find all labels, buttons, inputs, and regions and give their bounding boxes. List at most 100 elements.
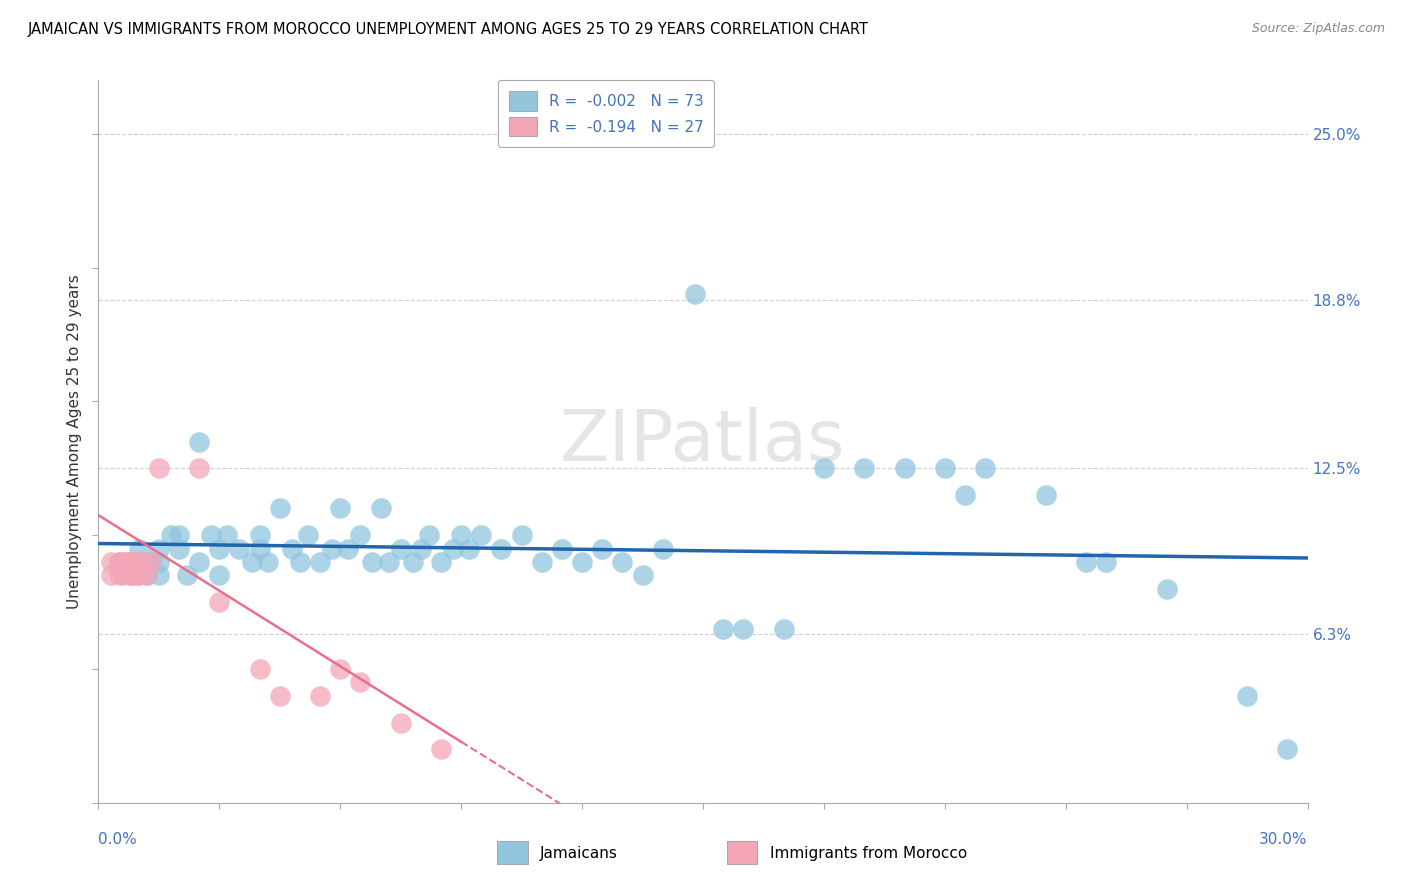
Point (389, 715, 412, 730)
Point (160, 528, 183, 542)
Point (281, 541, 304, 556)
Point (148, 568, 170, 582)
Point (530, 555, 553, 569)
Point (107, 568, 129, 582)
Point (349, 528, 371, 542)
Text: Jamaicans: Jamaicans (540, 846, 617, 861)
Point (733, 622, 755, 636)
Point (167, 541, 190, 556)
Point (135, 568, 157, 582)
Point (772, 622, 794, 636)
Point (1074, 555, 1097, 569)
Point (288, 555, 311, 569)
Point (441, 541, 464, 556)
Point (571, 555, 593, 569)
Point (188, 434, 211, 449)
Point (329, 662, 352, 676)
Point (337, 541, 360, 556)
Point (120, 568, 142, 582)
Point (309, 689, 332, 703)
Point (430, 742, 453, 756)
Point (409, 541, 432, 556)
Point (188, 555, 211, 569)
Point (269, 501, 291, 516)
Point (120, 568, 142, 582)
Point (418, 528, 440, 542)
Point (148, 541, 170, 556)
Text: 30.0%: 30.0% (1260, 831, 1308, 847)
Point (111, 568, 134, 582)
Point (124, 555, 146, 569)
FancyBboxPatch shape (498, 841, 527, 864)
Point (683, 287, 706, 301)
Point (188, 461, 211, 475)
Point (208, 541, 231, 556)
Text: ZIPatlas: ZIPatlas (560, 407, 846, 476)
Point (100, 568, 122, 582)
Point (510, 528, 533, 542)
Point (139, 555, 162, 569)
Point (256, 555, 278, 569)
Point (167, 6, 190, 21)
Point (491, 541, 513, 556)
Point (813, 461, 835, 475)
Point (249, 528, 271, 542)
Point (228, 541, 250, 556)
Point (167, 528, 190, 542)
Point (269, 689, 291, 703)
Point (249, 662, 271, 676)
Point (208, 595, 231, 609)
Point (107, 555, 129, 569)
Point (217, 528, 239, 542)
Text: Source: ZipAtlas.com: Source: ZipAtlas.com (1251, 22, 1385, 36)
Point (934, 461, 956, 475)
Point (853, 461, 876, 475)
Point (893, 461, 915, 475)
Point (711, 622, 734, 636)
Text: Immigrants from Morocco: Immigrants from Morocco (769, 846, 967, 861)
Point (297, 528, 319, 542)
Point (370, 501, 392, 516)
Point (329, 501, 352, 516)
Point (208, 568, 231, 582)
Point (591, 541, 613, 556)
Point (249, 541, 271, 556)
Text: 0.0%: 0.0% (98, 831, 138, 847)
Point (389, 541, 412, 556)
Point (100, 555, 122, 569)
Point (349, 675, 371, 690)
Point (132, 555, 155, 569)
Point (135, 555, 157, 569)
Point (1035, 488, 1057, 502)
Point (402, 555, 425, 569)
Point (128, 555, 150, 569)
Point (124, 568, 146, 582)
Point (974, 461, 997, 475)
Point (612, 555, 634, 569)
Point (631, 568, 654, 582)
Point (115, 555, 138, 569)
Y-axis label: Unemployment Among Ages 25 to 29 years: Unemployment Among Ages 25 to 29 years (66, 274, 82, 609)
Point (1156, 582, 1178, 596)
Point (1095, 555, 1118, 569)
Point (148, 461, 170, 475)
Point (107, 555, 129, 569)
Point (111, 555, 134, 569)
Legend: R =  -0.002   N = 73, R =  -0.194   N = 27: R = -0.002 N = 73, R = -0.194 N = 27 (498, 80, 714, 147)
Point (240, 555, 263, 569)
Point (1236, 689, 1258, 703)
Point (430, 555, 453, 569)
Point (115, 555, 138, 569)
Point (321, 541, 343, 556)
Point (953, 488, 976, 502)
Point (1277, 742, 1299, 756)
Text: JAMAICAN VS IMMIGRANTS FROM MOROCCO UNEMPLOYMENT AMONG AGES 25 TO 29 YEARS CORRE: JAMAICAN VS IMMIGRANTS FROM MOROCCO UNEM… (28, 22, 869, 37)
Point (128, 568, 150, 582)
Point (651, 541, 673, 556)
FancyBboxPatch shape (727, 841, 758, 864)
Point (176, 568, 198, 582)
Point (450, 528, 472, 542)
Point (148, 555, 170, 569)
Point (120, 555, 142, 569)
Point (200, 528, 222, 542)
